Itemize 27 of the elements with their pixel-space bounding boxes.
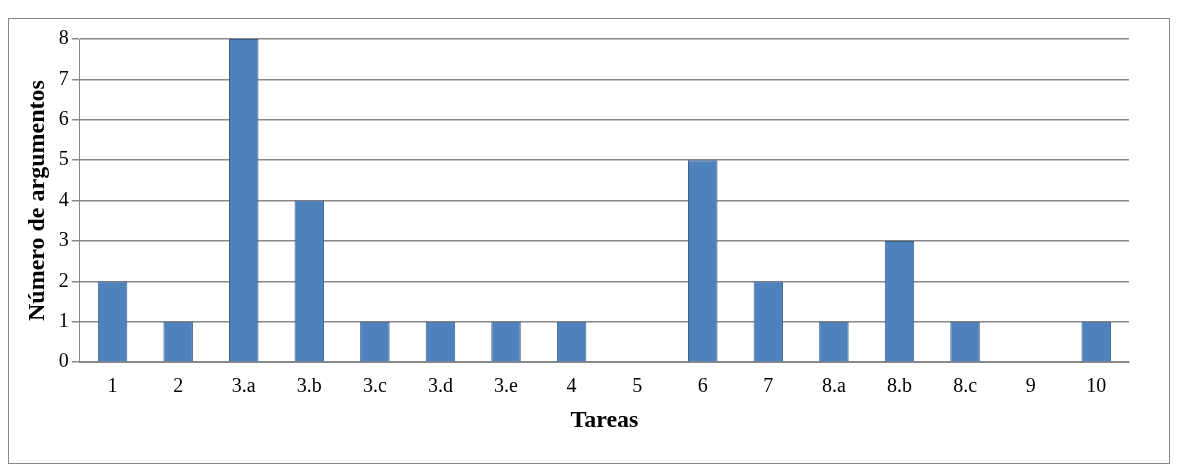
x-axis-title: Tareas [570, 405, 639, 432]
y-tick-label: 2 [58, 268, 69, 291]
x-tick-label: 8.a [821, 374, 846, 397]
y-tick-label: 1 [58, 309, 69, 332]
x-tick-label: 8.c [953, 374, 978, 397]
x-tick-label: 6 [697, 374, 708, 397]
y-tick-label: 5 [58, 147, 69, 170]
y-tick-label: 4 [58, 187, 69, 210]
x-tick-label: 1 [107, 374, 118, 397]
y-tick-label: 6 [58, 107, 69, 130]
x-tick-label: 3.c [362, 374, 387, 397]
y-axis-title: Número de argumentos [22, 80, 49, 322]
x-tick-label: 2 [173, 374, 184, 397]
x-tick-label: 7 [763, 374, 774, 397]
x-tick-label: 5 [632, 374, 643, 397]
y-tick-label: 8 [58, 26, 69, 49]
x-tick-label: 4 [566, 374, 577, 397]
x-tick-label: 10 [1086, 374, 1107, 397]
y-tick-label: 3 [58, 228, 69, 251]
x-tick-label: 8.b [886, 374, 912, 397]
y-tick-label: 0 [58, 349, 69, 372]
y-tick-label: 7 [58, 66, 69, 89]
x-tick-label: 3.d [427, 374, 453, 397]
x-tick-label: 3.e [494, 374, 519, 397]
x-tick-label: 3.b [296, 374, 322, 397]
x-tick-label: 9 [1025, 374, 1036, 397]
x-tick-label: 3.a [231, 374, 256, 397]
